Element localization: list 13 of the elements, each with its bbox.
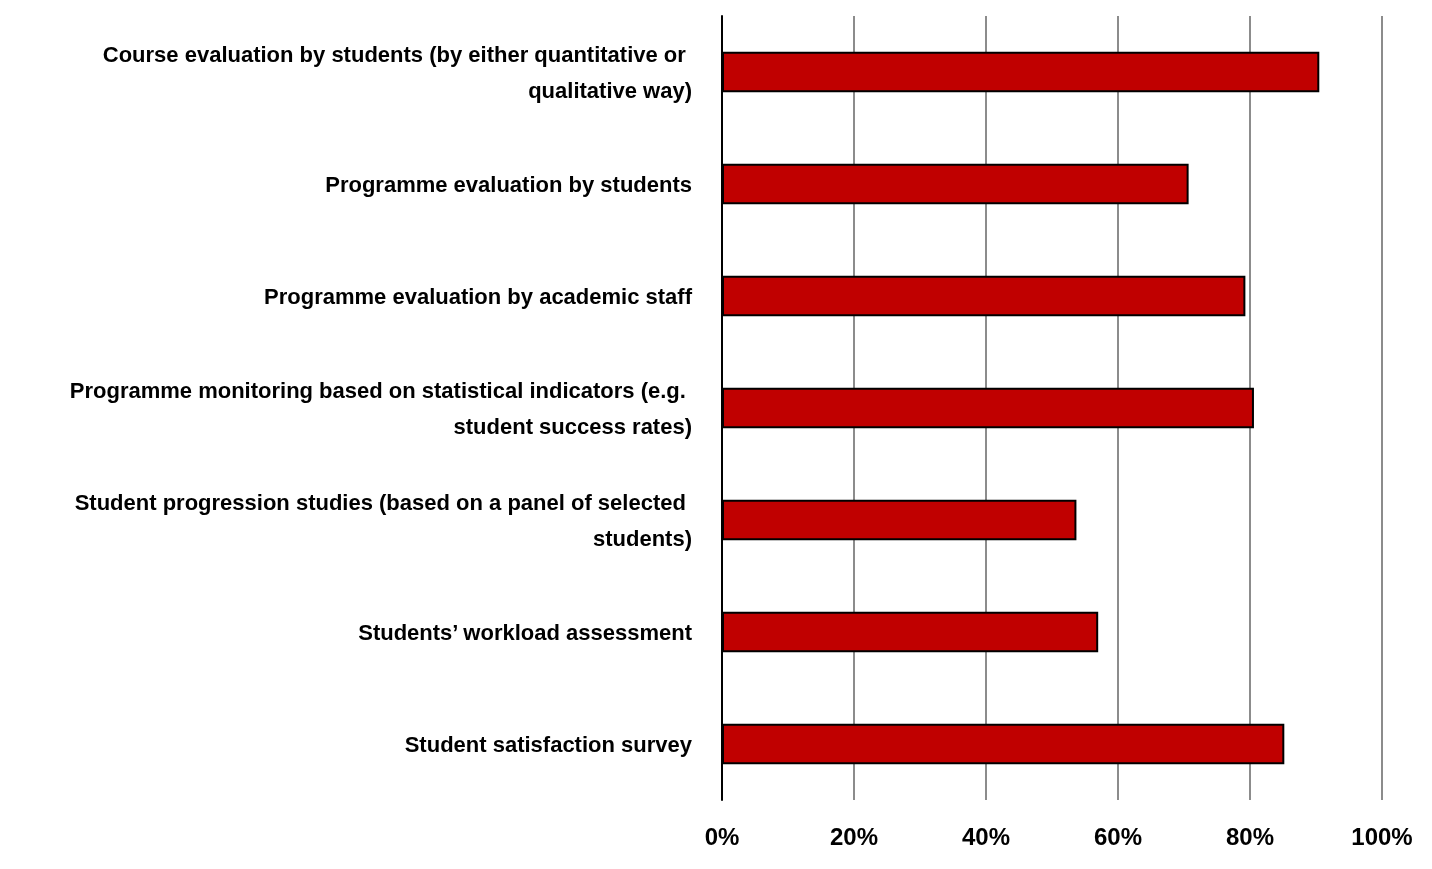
y-tick-label: Student progression studies (based on a panel of selected students) [74, 489, 692, 551]
x-tick-label: 100% [1351, 822, 1413, 850]
y-tick-label: Student satisfaction survey [404, 731, 693, 757]
x-tick-label: 60% [1093, 822, 1143, 850]
y-tick-label: Programme evaluation by students [325, 171, 692, 197]
y-tick-label: Course evaluation by students (by either quantitative or qualitative way) [102, 41, 692, 103]
x-tick-label: 0% [704, 822, 740, 850]
y-tick-label: Programme evaluation by academic staff [264, 283, 693, 309]
x-tick-label: 80% [1225, 822, 1275, 850]
y-tick-label: Students’ workload assessment [358, 619, 693, 645]
x-tick-label: 40% [961, 822, 1011, 850]
x-tick-label: 20% [829, 822, 879, 850]
y-tick-label: Programme monitoring based on statistical indicators (e.g. student success rates) [69, 377, 692, 439]
